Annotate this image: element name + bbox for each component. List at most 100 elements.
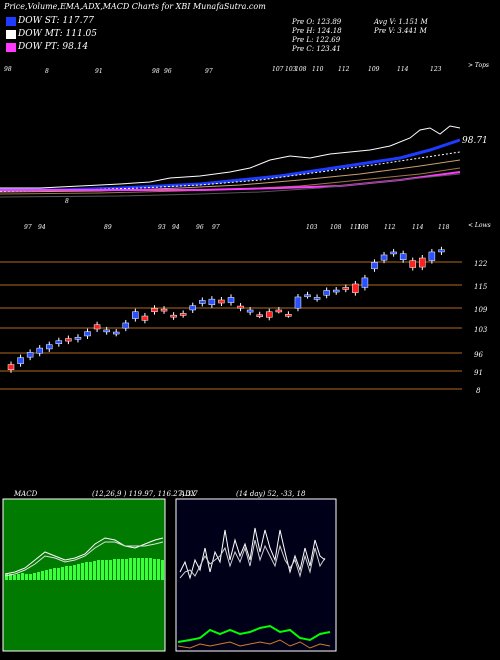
price-axis-label: 109 xyxy=(474,306,488,314)
candle-body xyxy=(275,309,283,313)
candle-body xyxy=(36,347,43,354)
ema-min-marker: 8 xyxy=(65,198,69,205)
pre-low: Pre L: 122.69 xyxy=(292,36,341,44)
candle-body xyxy=(361,277,369,288)
candle-body xyxy=(332,289,340,293)
pre-open: Pre O: 123.89 xyxy=(292,18,342,26)
adx-plus-di xyxy=(179,527,326,580)
candle-top-number: 97 xyxy=(212,224,220,231)
adx-values: (14 day) 52, -33, 18 xyxy=(236,490,306,498)
macd-bar xyxy=(37,572,40,580)
macd-bar xyxy=(49,569,52,580)
candle-body xyxy=(208,298,216,306)
price-axis-label: 122 xyxy=(474,260,488,268)
ema-top-number: 96 xyxy=(164,68,172,75)
candle-body xyxy=(218,299,225,304)
candle-body xyxy=(409,260,416,268)
candle-top-number: 94 xyxy=(38,224,46,231)
candle-top-number: 118 xyxy=(438,224,450,231)
candle-body xyxy=(313,297,321,300)
candle-body xyxy=(294,296,302,309)
candle-body xyxy=(266,311,273,318)
adx-orange-line xyxy=(177,639,331,649)
candle-top-number: 114 xyxy=(412,224,424,231)
macd-bar xyxy=(97,560,100,580)
macd-bar xyxy=(157,559,160,580)
candle-body xyxy=(199,300,206,304)
ema-short-line xyxy=(0,138,461,192)
macd-bar xyxy=(9,574,12,580)
pre-close: Pre C: 123.41 xyxy=(292,45,341,53)
candle-body xyxy=(17,357,24,364)
ema-last-value: 98.71 xyxy=(462,136,488,146)
macd-bar xyxy=(161,560,164,580)
candle-body xyxy=(428,251,436,261)
ema-price-line xyxy=(0,125,461,189)
macd-bar xyxy=(149,558,152,580)
macd-signal-line xyxy=(4,541,164,577)
macd-bar xyxy=(21,573,24,580)
price-axis-label: 115 xyxy=(474,283,488,291)
macd-bar xyxy=(141,558,144,580)
macd-bar xyxy=(129,558,132,580)
ema-top-number: 108 xyxy=(295,66,307,73)
macd-bar xyxy=(133,558,136,580)
candle-body xyxy=(122,322,130,329)
macd-bar xyxy=(41,571,44,580)
macd-bar xyxy=(25,574,28,580)
price-axis-label: 8 xyxy=(476,387,481,395)
macd-bar xyxy=(33,573,36,580)
candle-body xyxy=(46,344,53,350)
candle-body xyxy=(237,305,244,309)
macd-bar xyxy=(137,558,140,580)
dow-mt-swatch xyxy=(6,30,16,39)
macd-bar xyxy=(105,560,108,580)
pre-high: Pre H: 124.18 xyxy=(292,27,342,35)
candle-body xyxy=(179,313,187,316)
candle-body xyxy=(160,308,168,312)
candle-body xyxy=(84,331,91,337)
ema-top-number: 114 xyxy=(397,66,409,73)
ema-dark-line xyxy=(0,173,461,198)
pre-volume: Pre V: 3.441 M xyxy=(374,27,427,35)
macd-bar xyxy=(145,558,148,580)
candle-body xyxy=(285,314,292,317)
price-axis-label: 96 xyxy=(474,351,483,359)
candle-top-number: 108 xyxy=(330,224,342,231)
macd-bar xyxy=(101,560,104,580)
price-axis-label: 103 xyxy=(474,326,488,334)
macd-bar xyxy=(29,574,32,580)
candle-body xyxy=(55,340,63,344)
candle-body xyxy=(342,287,350,290)
candle-body xyxy=(132,311,139,319)
macd-bar xyxy=(109,560,112,580)
macd-bar xyxy=(77,564,80,580)
macd-bar xyxy=(93,561,96,580)
adx-label: ADX xyxy=(180,490,196,498)
adx-minus-di xyxy=(179,539,326,579)
candle-body xyxy=(352,283,359,293)
macd-bar xyxy=(121,559,124,580)
candle-body xyxy=(141,315,149,321)
candle-body xyxy=(112,331,120,335)
price-axis-label: 91 xyxy=(474,369,483,377)
candle-top-number: 111 xyxy=(350,224,362,231)
macd-bar xyxy=(65,566,68,580)
macd-bar xyxy=(57,568,60,580)
candle-top-number: 97 xyxy=(24,224,32,231)
candle-body xyxy=(227,297,235,303)
dow-pt-swatch xyxy=(6,43,16,52)
ema-top-number: 109 xyxy=(368,66,380,73)
candle-top-number: 103 xyxy=(306,224,318,231)
macd-bar xyxy=(5,574,8,580)
macd-histogram xyxy=(5,558,164,580)
dow-pt-label: DOW PT: 98.14 xyxy=(18,42,89,52)
ema-top-number: 112 xyxy=(338,66,350,73)
ema-long-line-a xyxy=(0,159,461,193)
candle-body xyxy=(151,307,158,312)
macd-bar xyxy=(153,559,156,580)
macd-bar xyxy=(13,575,16,580)
candle-body xyxy=(399,253,407,260)
macd-bar xyxy=(89,562,92,580)
ema-top-number: 98 xyxy=(152,68,160,75)
